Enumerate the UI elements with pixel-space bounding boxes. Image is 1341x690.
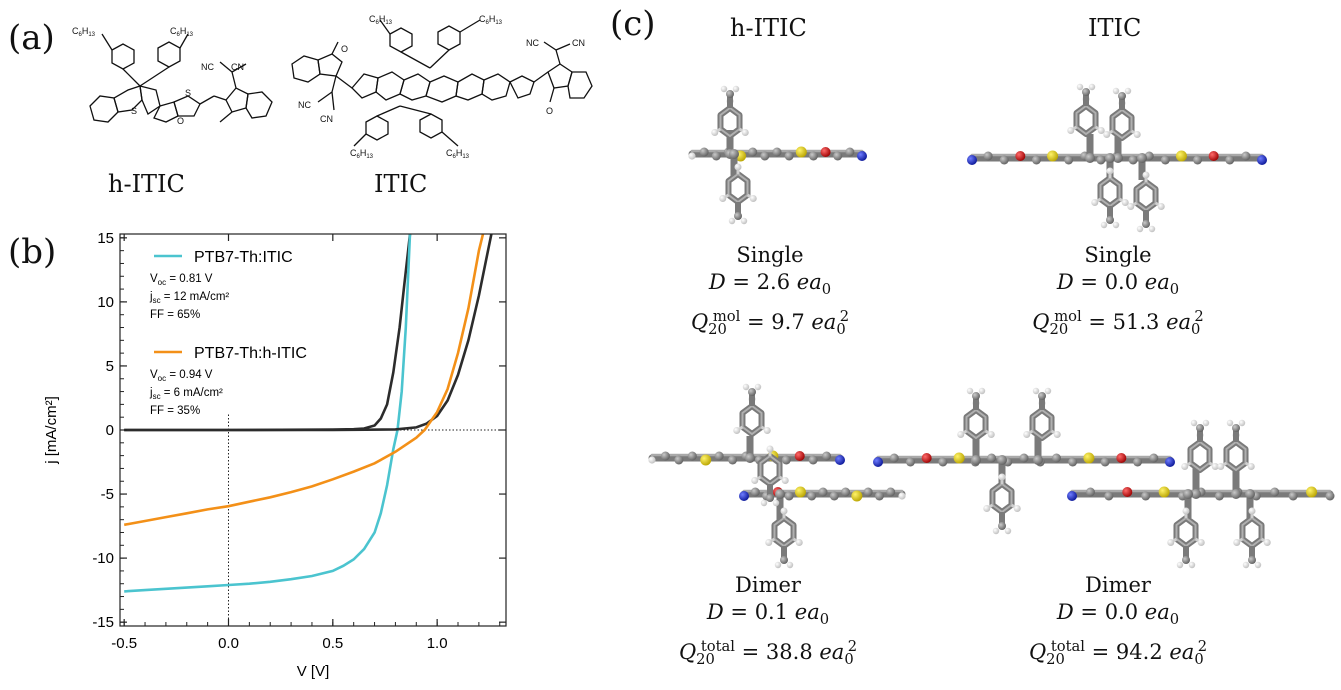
x-tick-label: 0.5 [322, 635, 343, 652]
hitic-single-render [688, 85, 867, 225]
chemical-structures: C6H13 C6H13 NC CN S S O C6H13 C6H13 O NC… [72, 14, 593, 160]
col-title-itic: ITIC [1088, 14, 1142, 42]
svg-text:CN: CN [231, 62, 244, 72]
y-tick-label: -5 [101, 486, 114, 503]
itic-structure [291, 19, 593, 147]
panel-label-b: (b) [8, 232, 57, 272]
hitic-dimer-render [648, 383, 906, 569]
panel-label-c: (c) [610, 4, 656, 44]
svg-text:O: O [341, 44, 348, 54]
x-tick-label: -0.5 [111, 635, 137, 652]
col-title-hitic: h-ITIC [730, 14, 807, 42]
legend-stat: Voc = 0.81 V [150, 273, 213, 287]
y-tick-label: 5 [106, 358, 114, 375]
y-tick-label: 0 [106, 422, 114, 439]
svg-text:O: O [177, 116, 184, 126]
x-axis-label: V [V] [297, 663, 330, 680]
legend-stat: FF = 65% [150, 309, 200, 321]
y-tick-label: 15 [97, 230, 114, 247]
y-tick-label: 10 [97, 294, 114, 311]
y-tick-label: -10 [92, 550, 114, 567]
itic-single-render [967, 83, 1267, 233]
svg-text:S: S [185, 88, 191, 98]
light-curve-ptb7-th-h-itic [123, 234, 485, 527]
legend-stat: Voc = 0.94 V [150, 369, 213, 383]
svg-text:NC: NC [298, 100, 311, 110]
svg-text:C6H13: C6H13 [446, 148, 470, 160]
caption-single-itic: Single D = 0.0 ea0 Q20mol = 51.3 ea02 [1032, 243, 1204, 339]
hitic-hexyl-left: C6H13 [72, 26, 96, 38]
dark-curve-ptb7-th-h-itic [124, 234, 493, 432]
svg-text:S: S [131, 106, 137, 116]
legend-label: PTB7-Th:ITIC [194, 249, 293, 266]
svg-text:NC: NC [526, 38, 539, 48]
svg-text:CN: CN [320, 114, 333, 124]
panel-label-a: (a) [8, 18, 55, 58]
y-axis-label: j [mA/cm²] [43, 396, 60, 465]
x-tick-label: 0.0 [218, 635, 239, 652]
hitic-hexyl-right: C6H13 [170, 26, 194, 38]
svg-text:C6H13: C6H13 [350, 148, 374, 160]
jv-chart: -0.5 0.0 0.5 1.0 -15 -10 -5 0 5 10 15 V [V] j [mA/… [43, 230, 507, 680]
hitic-structure [89, 33, 273, 123]
x-tick-label: 1.0 [427, 635, 448, 652]
y-tick-label: -15 [92, 614, 114, 631]
legend-stat: jsc = 12 mA/cm² [149, 291, 229, 305]
caption-single-hitic: Single D = 2.6 ea0 Q20mol = 9.7 ea02 [690, 243, 850, 339]
legend-stat: FF = 35% [150, 405, 200, 417]
svg-text:C6H13: C6H13 [479, 14, 503, 26]
legend-label: PTB7-Th:h-ITIC [194, 345, 307, 362]
itic-dimer-render [873, 387, 1335, 569]
molecular-renders [648, 83, 1335, 569]
svg-text:O: O [546, 106, 553, 116]
hitic-structure-label: h-ITIC [108, 170, 185, 198]
light-curve-ptb7-th-itic [124, 234, 412, 593]
svg-text:NC: NC [201, 62, 214, 72]
legend-stat: jsc = 6 mA/cm² [149, 387, 223, 401]
svg-text:C6H13: C6H13 [369, 14, 393, 26]
svg-text:CN: CN [572, 38, 585, 48]
caption-dimer-itic: Dimer D = 0.0 ea0 Q20total = 94.2 ea02 [1028, 573, 1208, 669]
caption-dimer-hitic: Dimer D = 0.1 ea0 Q20total = 38.8 ea02 [678, 573, 858, 669]
itic-structure-label: ITIC [374, 170, 428, 198]
